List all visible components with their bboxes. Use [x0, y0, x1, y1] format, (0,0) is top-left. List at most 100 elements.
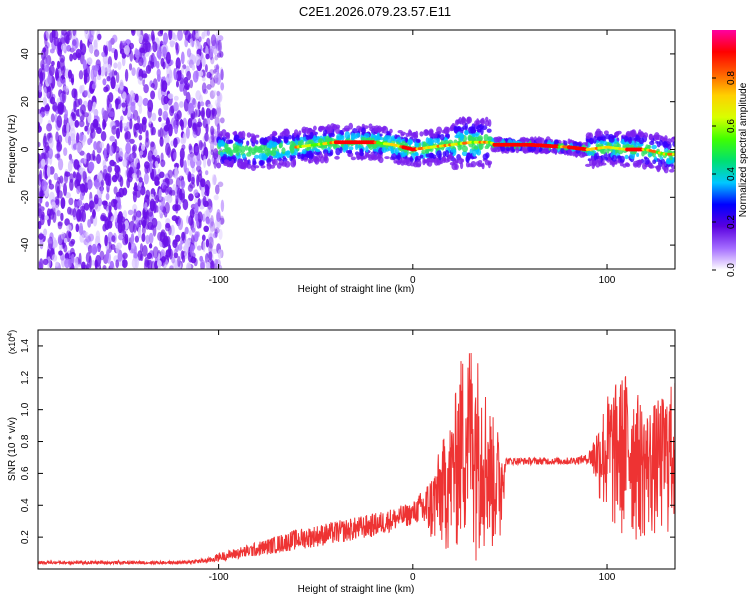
heatmap-cell [619, 162, 624, 167]
heatmap-cell [216, 90, 221, 97]
heatmap-cell [185, 126, 190, 139]
heatmap-cell [219, 67, 224, 80]
heatmap-cell [173, 72, 178, 81]
heatmap-cell [60, 43, 66, 52]
heatmap-cell [466, 116, 471, 123]
heatmap-cell [241, 130, 246, 139]
heatmap-cell [77, 52, 81, 61]
heatmap-cell [106, 205, 110, 214]
heatmap-cell [41, 158, 46, 167]
heatmap-cell [161, 256, 166, 263]
heatmap-cell [202, 195, 207, 206]
heatmap-cell [505, 146, 510, 151]
heatmap-cell [213, 231, 218, 239]
snr-line [38, 352, 675, 567]
heatmap-cell [43, 86, 47, 99]
heatmap-cell [425, 149, 429, 154]
heatmap-cell [160, 152, 164, 162]
colorbar-ticks: 0.0 0.2 0.4 0.6 0.8 [712, 71, 737, 277]
heatmap-cell [110, 216, 114, 222]
heatmap-cell [211, 157, 215, 163]
heatmap-cell [64, 258, 70, 269]
heatmap-cell [378, 137, 385, 141]
heatmap-cell [148, 243, 153, 249]
heatmap-cell [272, 131, 278, 136]
heatmap-cell [206, 84, 212, 90]
heatmap-cell [179, 83, 183, 92]
heatmap-cell [148, 117, 152, 125]
colorbar-tick-label: 0.4 [726, 167, 737, 181]
heatmap-cell [520, 136, 527, 143]
heatmap-cell [204, 132, 209, 142]
heatmap-cell [378, 156, 384, 164]
heatmap-cell [179, 119, 184, 127]
heatmap-cell [672, 141, 675, 147]
heatmap-cell [214, 259, 219, 265]
heatmap-cell [148, 232, 154, 244]
heatmap-cell [439, 134, 445, 141]
heatmap-cell [129, 220, 135, 233]
heatmap-cell [656, 165, 662, 171]
heatmap-cell [624, 154, 629, 160]
heatmap-cell [449, 126, 454, 132]
heatmap-cell [60, 212, 64, 222]
heatmap-cell [150, 141, 155, 148]
heatmap-cell [72, 30, 77, 37]
heatmap-cell [84, 30, 88, 34]
figure-title: C2E1.2026.079.23.57.E11 [299, 4, 451, 19]
heatmap-cell [182, 245, 189, 251]
heatmap-cell [175, 57, 181, 70]
heatmap-cell [99, 250, 105, 261]
heatmap-cell [473, 145, 479, 150]
heatmap-cell [149, 54, 154, 65]
heatmap-cell [252, 135, 257, 144]
heatmap-cell [180, 51, 185, 65]
heatmap-cell [92, 210, 96, 218]
heatmap-cell [401, 152, 406, 158]
heatmap-cell [48, 137, 54, 149]
heatmap-cell [414, 152, 418, 156]
heatmap-cell [142, 73, 148, 79]
heatmap-cell [87, 244, 93, 254]
heatmap-cell [598, 130, 603, 137]
heatmap-cell [419, 131, 424, 137]
heatmap-cell [55, 261, 59, 267]
heatmap-cell [57, 103, 61, 113]
heatmap-cell [137, 250, 143, 261]
heatmap-cell [199, 101, 205, 107]
heatmap-cell [231, 158, 235, 166]
heatmap-cell [50, 113, 55, 123]
heatmap-cell [272, 158, 278, 166]
heatmap-cell [93, 49, 100, 57]
heatmap-cell [38, 233, 44, 240]
heatmap-cell [336, 133, 342, 141]
heatmap-cell [465, 161, 470, 168]
heatmap-cell [335, 147, 341, 156]
heatmap-cell [177, 255, 181, 268]
heatmap-cell [664, 147, 669, 153]
heatmap-cell [197, 118, 201, 126]
heatmap-cell [121, 259, 128, 269]
y-tick-label: -20 [20, 190, 31, 205]
heatmap-cell [48, 179, 52, 185]
heatmap-cell [283, 128, 290, 137]
heatmap-cell [120, 220, 125, 232]
heatmap-cell [138, 177, 143, 183]
heatmap-cell [88, 161, 94, 173]
heatmap-cell [180, 137, 185, 144]
heatmap-cell [270, 150, 277, 157]
heatmap-cell [58, 158, 64, 171]
heatmap-cell [252, 157, 257, 166]
heatmap-cell [38, 220, 42, 230]
heatmap-cell [76, 186, 81, 195]
heatmap-cell [143, 84, 149, 94]
heatmap-cell [154, 180, 161, 186]
heatmap-cell [216, 209, 221, 222]
heatmap-cell [345, 127, 350, 132]
heatmap-cell [181, 254, 186, 263]
heatmap-cell [348, 146, 354, 151]
heatmap-cell [530, 137, 535, 144]
heatmap-cell [419, 154, 424, 159]
heatmap-cell [575, 149, 581, 154]
heatmap-cell [96, 74, 102, 81]
